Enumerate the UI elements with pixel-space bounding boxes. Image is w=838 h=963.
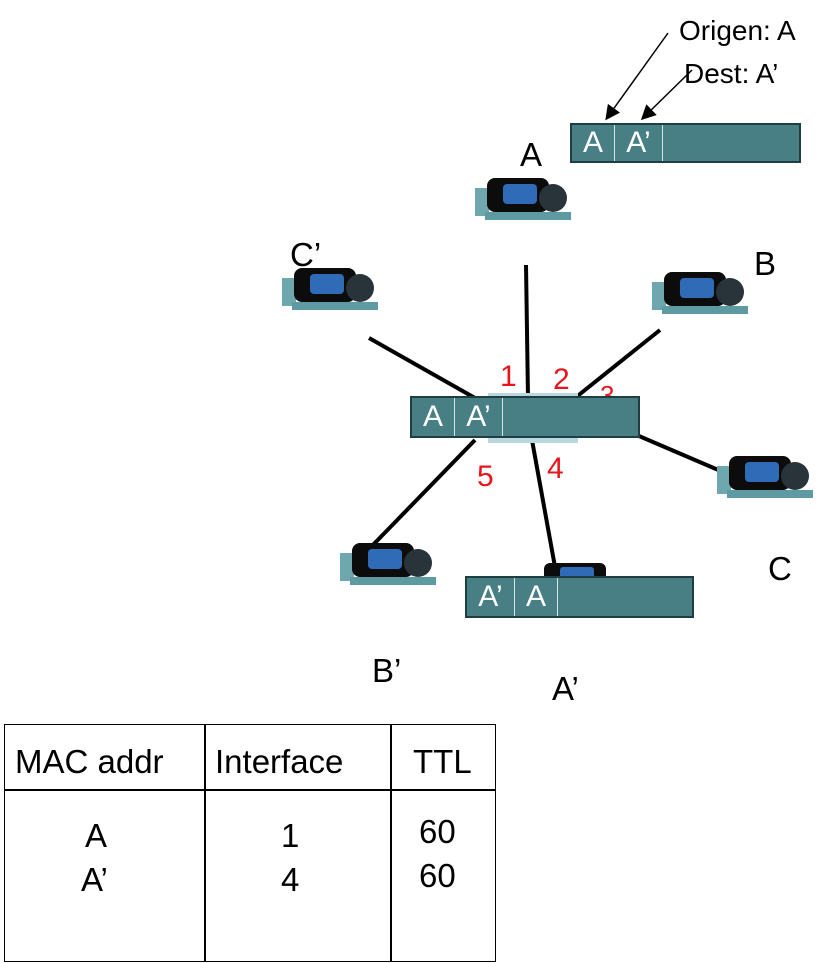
link-port-1 — [524, 264, 530, 399]
table-header-mac: MAC addr — [15, 743, 164, 780]
origin-arrow — [605, 32, 669, 121]
table-cell-mac: A’ — [81, 861, 108, 898]
host-c-prime-computer-icon — [282, 268, 378, 310]
host-label-c: C — [768, 550, 792, 587]
frame-bottom: A’ A — [465, 576, 694, 618]
table-cell-mac: A — [85, 817, 108, 854]
frame-top-dst: A’ — [615, 125, 663, 161]
table-divider — [390, 725, 392, 961]
frame-switch: A A’ — [410, 396, 640, 438]
frame-bottom-src: A’ — [467, 578, 515, 616]
port-label-2: 2 — [553, 363, 570, 396]
port-label-4: 4 — [547, 452, 564, 485]
host-label-a-prime: A’ — [552, 670, 579, 707]
link-port-2 — [573, 328, 662, 400]
host-label-c-prime: C’ — [290, 236, 322, 273]
link-port-5 — [368, 438, 477, 550]
link-port-3 — [631, 431, 731, 477]
host-label-a: A — [520, 136, 543, 173]
frame-top-payload — [663, 125, 799, 161]
link-port-6 — [368, 336, 476, 400]
table-cell-interface: 1 — [281, 817, 300, 854]
table-header-interface: Interface — [215, 743, 344, 780]
dest-arrow — [640, 69, 693, 121]
dest-annotation: Dest: A’ — [684, 58, 779, 89]
switch-table: MAC addr Interface TTL A 1 60 A’ 4 60 — [4, 724, 496, 962]
frame-bottom-payload — [558, 578, 692, 616]
port-label-1: 1 — [500, 360, 517, 393]
table-cell-ttl: 60 — [419, 857, 456, 894]
link-port-4 — [530, 439, 559, 579]
table-header-ttl: TTL — [413, 743, 472, 780]
table-cell-interface: 4 — [281, 861, 300, 898]
host-c-computer-icon — [717, 456, 813, 498]
frame-bottom-dst: A — [515, 578, 558, 616]
frame-switch-src: A — [412, 398, 455, 436]
host-label-b: B — [754, 245, 777, 282]
origin-annotation: Origen: A — [679, 15, 796, 46]
table-header-rule — [5, 789, 495, 791]
host-a-computer-icon — [475, 178, 571, 220]
table-cell-ttl: 60 — [419, 813, 456, 850]
frame-top-src: A — [572, 125, 615, 161]
frame-switch-payload — [503, 398, 638, 436]
host-b-prime-computer-icon — [340, 543, 436, 585]
frame-switch-dst: A’ — [455, 398, 503, 436]
frame-top: A A’ — [570, 123, 801, 163]
host-label-b-prime: B’ — [372, 652, 402, 689]
port-label-5: 5 — [477, 460, 494, 493]
host-b-computer-icon — [652, 272, 748, 314]
table-divider — [204, 725, 206, 961]
